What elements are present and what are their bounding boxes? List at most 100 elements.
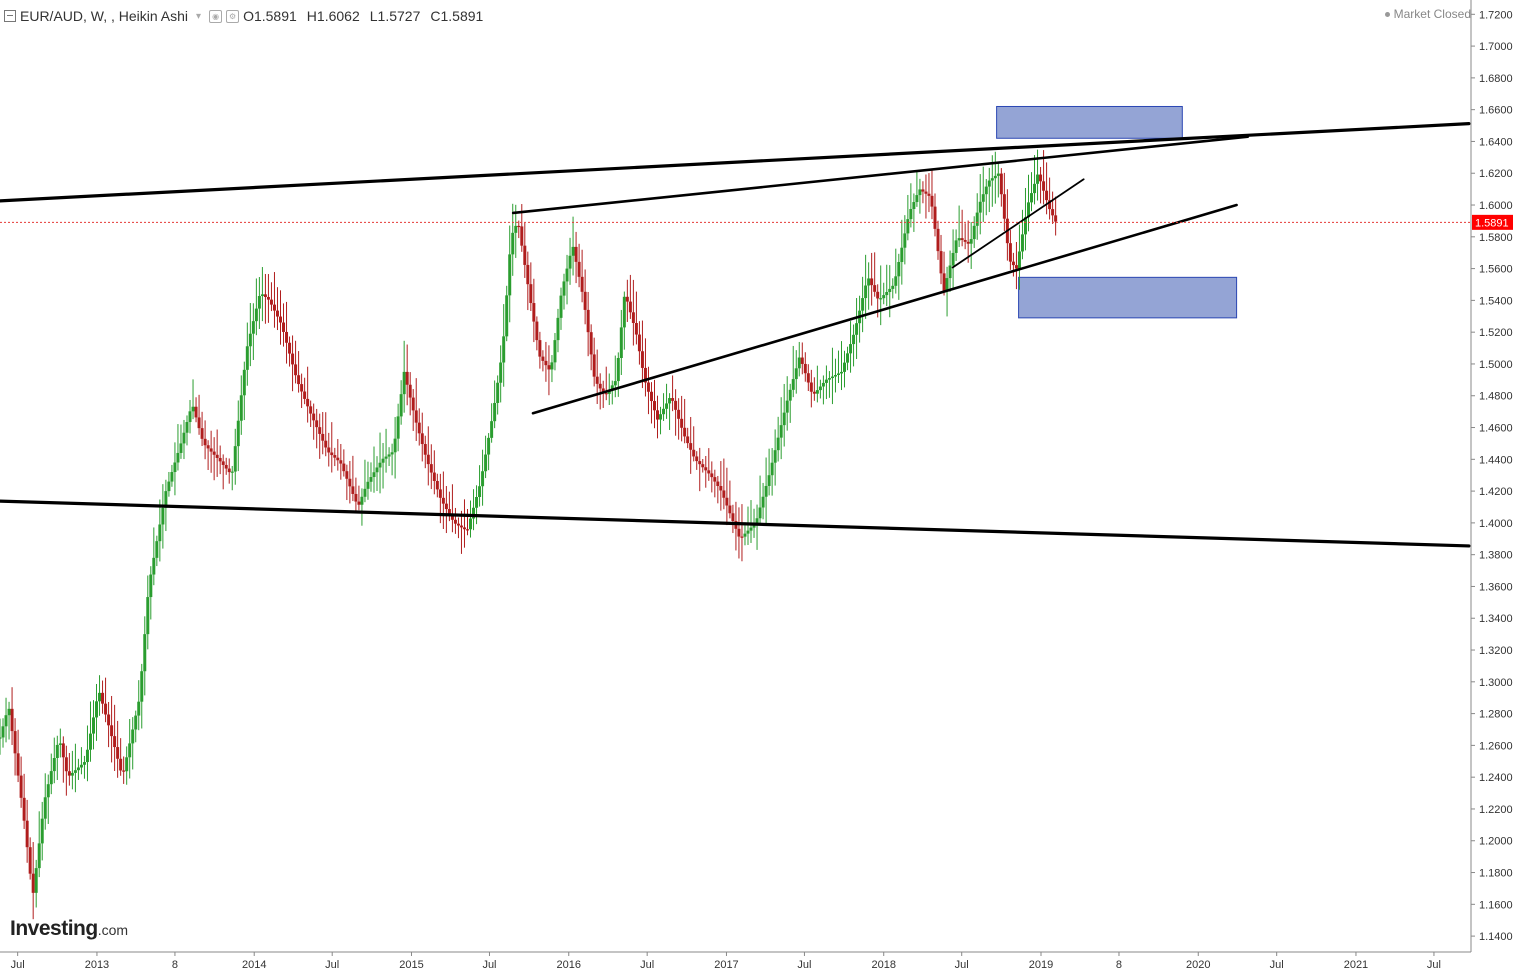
candle-body <box>456 523 460 526</box>
candle-body <box>640 351 644 368</box>
candle-body <box>453 519 457 524</box>
candle-body <box>785 400 789 413</box>
y-tick-label: 1.5000 <box>1479 359 1513 371</box>
candle-body <box>375 467 379 473</box>
x-axis[interactable]: Jul 2013 8 2014 Jul 2015 Jul 2016 Jul 2017 Jul 2018… <box>0 951 1471 971</box>
candle-body <box>475 496 479 508</box>
candle-body <box>930 195 934 207</box>
candle-body <box>200 428 204 439</box>
candle-body <box>698 461 702 465</box>
candle-body <box>194 406 198 418</box>
candle-body <box>562 281 566 296</box>
candle-body <box>215 454 219 458</box>
candle-body <box>49 771 53 785</box>
y-tick-label: 1.4800 <box>1479 391 1513 403</box>
candle-body <box>719 486 723 491</box>
candle-body <box>577 261 581 277</box>
trendline-3 <box>511 135 1250 215</box>
candle-body <box>101 692 105 704</box>
candle-body <box>882 295 886 299</box>
candle-body <box>565 268 569 282</box>
y-tick-label: 1.2000 <box>1479 836 1513 848</box>
candle-body <box>888 288 892 292</box>
candle-body <box>218 457 222 462</box>
candle-body <box>447 509 451 515</box>
candle-body <box>936 228 940 252</box>
candle-body <box>212 451 216 455</box>
candle-body <box>861 298 865 311</box>
candle-body <box>671 398 675 401</box>
candle-body <box>465 529 469 531</box>
candle-body <box>610 385 614 390</box>
candle-body <box>622 296 626 328</box>
candle-body <box>91 717 95 734</box>
candle-body <box>104 703 108 715</box>
candle-body <box>689 443 693 450</box>
candle-body <box>396 416 400 439</box>
candle-body <box>1036 174 1040 184</box>
candles-layer <box>0 149 1058 920</box>
candle-body <box>665 403 669 409</box>
candle-body <box>523 245 527 265</box>
candle-body <box>260 294 264 297</box>
x-tick-label: 2013 <box>85 959 109 971</box>
candle-body <box>70 772 74 776</box>
candle-body <box>408 384 412 398</box>
x-tick-label: 2019 <box>1029 959 1053 971</box>
candle-body <box>336 457 340 461</box>
candle-body <box>34 868 38 893</box>
candle-body <box>1014 265 1018 269</box>
candle-body <box>830 376 834 379</box>
candle-body <box>592 354 596 377</box>
candle-body <box>462 527 466 530</box>
candle-body <box>656 410 660 420</box>
chevron-down-icon[interactable]: ▾ <box>196 10 202 22</box>
candle-body <box>227 468 231 473</box>
candle-body <box>423 444 427 455</box>
symbol-title[interactable]: EUR/AUD, W, , Heikin Ashi <box>20 8 189 24</box>
candle-body <box>52 758 56 772</box>
candle-body <box>203 438 207 446</box>
candle-body <box>399 394 403 417</box>
y-tick-label: 1.4400 <box>1479 454 1513 466</box>
candle-body <box>339 460 343 464</box>
x-tick-label: 2015 <box>399 959 423 971</box>
candle-body <box>1051 209 1055 216</box>
candle-body <box>643 367 647 383</box>
candle-body <box>179 443 183 453</box>
chart-header: EUR/AUD, W, , Heikin Ashi ▾ ◉ ⚙ O1.5891 … <box>0 5 493 27</box>
candle-body <box>933 206 937 229</box>
candle-body <box>278 316 282 323</box>
trendline-2 <box>0 499 1471 548</box>
candle-body <box>1045 190 1049 201</box>
candle-body <box>894 276 898 286</box>
candle-body <box>450 514 454 520</box>
x-tick-label: Jul <box>797 959 811 971</box>
candle-body <box>224 464 228 469</box>
candle-body <box>927 193 931 196</box>
collapse-icon[interactable] <box>4 10 16 22</box>
candle-body <box>291 353 295 365</box>
candle-body <box>921 189 925 192</box>
candle-body <box>625 296 629 302</box>
y-tick-label: 1.5400 <box>1479 295 1513 307</box>
y-tick-label: 1.3200 <box>1479 645 1513 657</box>
candle-body <box>444 503 448 510</box>
candle-body <box>95 701 99 718</box>
candle-body <box>595 376 599 384</box>
candle-body <box>478 486 482 497</box>
candle-body <box>13 731 17 754</box>
settings-icon[interactable]: ⚙ <box>226 9 240 23</box>
eye-icon[interactable]: ◉ <box>209 9 223 23</box>
candle-body <box>794 368 798 380</box>
candle-body <box>1023 217 1027 235</box>
candle-body <box>306 398 310 407</box>
candle-body <box>701 464 705 468</box>
candle-body <box>487 437 491 455</box>
y-tick-label: 1.5600 <box>1479 264 1513 276</box>
candle-body <box>366 481 370 489</box>
y-tick-label: 1.3600 <box>1479 581 1513 593</box>
candle-body <box>354 493 358 502</box>
y-axis[interactable]: 1.7200 1.7000 1.6800 1.6600 1.6400 1.6200 1.60… <box>1470 0 1513 952</box>
